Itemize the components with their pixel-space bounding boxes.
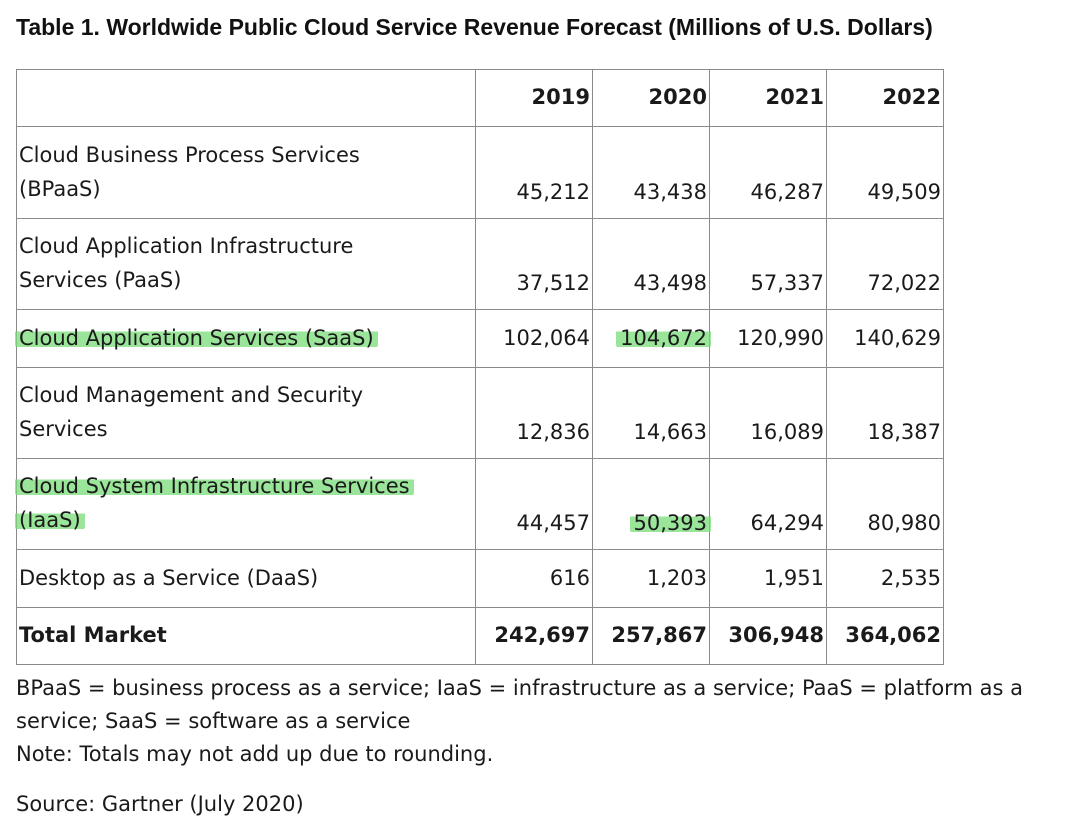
table-cell: 37,512 <box>475 218 593 310</box>
table-cell: 120,990 <box>709 309 827 368</box>
highlighted-text: Cloud System Infrastructure Services <box>15 474 414 499</box>
table-row: Desktop as a Service (DaaS) 616 1,203 1,… <box>16 549 944 608</box>
table-cell: 72,022 <box>826 218 944 310</box>
table-cell: 2,535 <box>826 549 944 608</box>
rounding-note: Note: Totals may not add up due to round… <box>16 742 494 766</box>
header-year: 2021 <box>709 69 827 127</box>
highlighted-value: 104,672 <box>616 325 711 350</box>
table-cell: 102,064 <box>475 309 593 368</box>
table-cell: 45,212 <box>475 126 593 219</box>
table-cell: 140,629 <box>826 309 944 368</box>
table-cell: 12,836 <box>475 367 593 459</box>
table-cell: 104,672 <box>592 309 711 368</box>
table-cell: 14,663 <box>592 367 710 459</box>
total-cell: 306,948 <box>709 607 827 665</box>
header-year: 2022 <box>826 69 944 127</box>
table-cell: 57,337 <box>709 218 827 310</box>
row-label-line: Cloud Business Process Services <box>19 142 360 167</box>
header-year: 2019 <box>475 69 593 127</box>
row-label-line: Cloud Management and Security <box>19 383 364 408</box>
table-cell: 80,980 <box>826 458 944 550</box>
highlighted-text: (IaaS) <box>15 508 85 532</box>
table-cell: 1,203 <box>592 549 710 608</box>
total-cell: 364,062 <box>826 607 944 665</box>
highlighted-value: 50,393 <box>629 511 711 536</box>
row-label: Cloud Application Services (SaaS) <box>15 309 476 368</box>
row-label: Cloud Business Process Services (BPaaS) <box>16 126 476 219</box>
row-label-line: Services (PaaS) <box>19 268 182 292</box>
row-label-line: (BPaaS) <box>19 176 101 201</box>
table-cell: 46,287 <box>709 126 827 219</box>
row-label: Desktop as a Service (DaaS) <box>16 549 476 608</box>
table-row: Cloud Management and Security Services 1… <box>16 367 944 459</box>
total-row: Total Market 242,697 257,867 306,948 364… <box>16 607 944 665</box>
table-cell: 1,951 <box>709 549 827 608</box>
total-cell: 257,867 <box>592 607 710 665</box>
table-cell: 50,393 <box>592 458 711 550</box>
table-row: Cloud System Infrastructure Services (Ia… <box>15 458 944 550</box>
table-notes: BPaaS = business process as a service; I… <box>16 672 1076 771</box>
table-row: Cloud Application Services (SaaS) 102,06… <box>15 309 944 368</box>
highlighted-text: Cloud Application Services (SaaS) <box>15 325 378 350</box>
table-cell: 616 <box>475 549 593 608</box>
total-label: Total Market <box>16 607 476 665</box>
table-cell: 64,294 <box>709 458 827 550</box>
table-row: Cloud Business Process Services (BPaaS) … <box>16 126 944 219</box>
table-cell: 16,089 <box>709 367 827 459</box>
row-label-line: Services <box>19 417 108 441</box>
table-cell: 49,509 <box>826 126 944 219</box>
row-label: Cloud Management and Security Services <box>16 367 476 459</box>
abbreviation-note: BPaaS = business process as a service; I… <box>16 676 1023 700</box>
table-title: Table 1. Worldwide Public Cloud Service … <box>16 14 933 40</box>
table-cell: 43,498 <box>592 218 710 310</box>
table-cell: 44,457 <box>475 458 593 550</box>
table-cell: 18,387 <box>826 367 944 459</box>
header-year: 2020 <box>592 69 710 127</box>
header-row: 2019 2020 2021 2022 <box>16 69 944 127</box>
row-label: Cloud Application Infrastructure Service… <box>16 218 476 310</box>
header-empty <box>16 69 476 127</box>
source-note: Source: Gartner (July 2020) <box>16 792 304 816</box>
revenue-table: 2019 2020 2021 2022 Cloud Business Proce… <box>15 69 944 665</box>
table-row: Cloud Application Infrastructure Service… <box>16 218 944 310</box>
abbreviation-note: service; SaaS = software as a service <box>16 709 411 733</box>
row-label: Cloud System Infrastructure Services (Ia… <box>15 458 476 550</box>
total-cell: 242,697 <box>475 607 593 665</box>
row-label-line: Cloud Application Infrastructure <box>19 234 354 259</box>
table-cell: 43,438 <box>592 126 710 219</box>
